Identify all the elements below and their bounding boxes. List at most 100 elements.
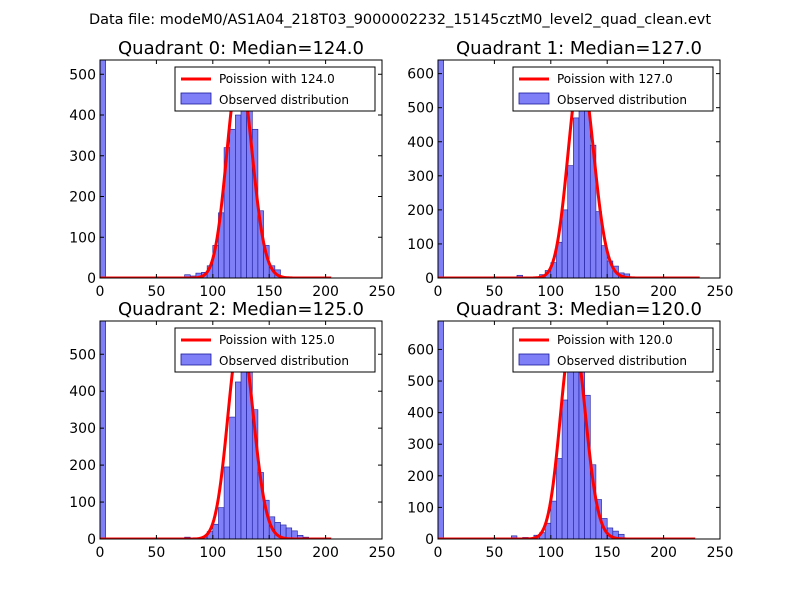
x-tick-label: 200 — [312, 545, 339, 561]
legend-bar-swatch — [518, 92, 550, 105]
x-tick-label: 200 — [650, 545, 677, 561]
y-tick-label: 100 — [407, 237, 434, 253]
legend-bar-swatch — [180, 353, 212, 366]
x-tick-label: 50 — [485, 284, 503, 300]
x-tick-label: 50 — [485, 545, 503, 561]
axes-frame — [99, 59, 383, 279]
x-tick-label: 150 — [256, 545, 283, 561]
x-tick-label: 250 — [369, 284, 396, 300]
y-tick-label: 400 — [407, 406, 434, 422]
x-tick-label: 200 — [312, 284, 339, 300]
histogram-bar — [567, 363, 574, 539]
x-tick-label: 0 — [434, 545, 443, 561]
x-tick-label: 100 — [537, 284, 564, 300]
x-tick-label: 100 — [537, 545, 564, 561]
x-tick-label: 150 — [594, 545, 621, 561]
x-tick-label: 100 — [199, 284, 226, 300]
x-tick-label: 150 — [594, 284, 621, 300]
histogram-bar — [218, 507, 225, 539]
histogram-bar — [212, 523, 219, 539]
quadrant-0-title: Quadrant 0: Median=124.0 — [118, 38, 364, 59]
quadrant-3-chart: 0 50 100 150 200 250 0 100 200 300 400 500 600 Quadra… — [407, 299, 733, 561]
x-tick-label: 0 — [434, 284, 443, 300]
y-tick-label: 200 — [69, 458, 96, 474]
quadrant-2-chart: 0 50 100 150 200 250 0 100 200 300 400 500 Quadrant … — [69, 299, 395, 561]
legend-entry-observed: Observed distribution — [219, 354, 349, 368]
poisson-fit-line — [438, 68, 701, 278]
x-tick-label: 50 — [147, 284, 165, 300]
histogram-bar — [561, 399, 569, 539]
histogram-bar — [235, 381, 242, 539]
quadrant-2-title: Quadrant 2: Median=125.0 — [118, 299, 364, 320]
axes-frame — [437, 59, 721, 279]
y-tick-label: 0 — [425, 532, 434, 548]
histogram-bar — [229, 416, 236, 539]
y-tick-label: 500 — [69, 67, 96, 83]
quadrant-1-chart: 0 50 100 150 200 250 0 100 200 300 400 500 600 Quadra… — [407, 38, 733, 300]
histogram-bar — [438, 321, 444, 539]
y-tick-label: 300 — [69, 421, 96, 437]
y-tick-label: 500 — [407, 101, 434, 117]
histogram-bar — [561, 209, 569, 278]
x-tick-label: 250 — [707, 284, 734, 300]
axes-frame — [99, 320, 383, 540]
legend: Poission with 120.0 Observed distribution — [512, 327, 714, 373]
x-tick-label: 150 — [256, 284, 283, 300]
histogram-bar — [240, 357, 247, 539]
axes-frame — [437, 320, 721, 540]
y-tick-label: 0 — [87, 532, 96, 548]
x-tick-label: 100 — [199, 545, 226, 561]
y-tick-label: 300 — [69, 149, 96, 165]
histogram-bar — [100, 321, 106, 539]
y-tick-label: 100 — [69, 495, 96, 511]
x-tick-label: 250 — [369, 545, 396, 561]
y-tick-label: 400 — [69, 108, 96, 124]
legend-bar-swatch — [518, 353, 550, 366]
histogram-bar — [240, 86, 247, 278]
x-tick-label: 0 — [96, 284, 105, 300]
quadrant-3-title: Quadrant 3: Median=120.0 — [456, 299, 702, 320]
quadrant-1-title: Quadrant 1: Median=127.0 — [456, 38, 702, 59]
legend-entry-fit: Poission with 124.0 — [219, 72, 335, 86]
histogram-bar — [438, 60, 444, 278]
histogram-bar — [550, 500, 557, 539]
x-tick-label: 200 — [650, 284, 677, 300]
y-tick-label: 400 — [407, 135, 434, 151]
histogram-bar — [556, 458, 563, 539]
legend-entry-observed: Observed distribution — [557, 93, 687, 107]
x-tick-label: 250 — [707, 545, 734, 561]
legend: Poission with 127.0 Observed distribution — [512, 66, 714, 112]
y-tick-label: 300 — [407, 169, 434, 185]
y-tick-label: 500 — [407, 374, 434, 390]
y-tick-label: 200 — [69, 190, 96, 206]
y-tick-label: 0 — [425, 271, 434, 287]
y-tick-label: 200 — [407, 469, 434, 485]
histogram-bar — [229, 128, 236, 278]
legend: Poission with 124.0 Observed distribution — [174, 66, 376, 112]
y-tick-label: 100 — [69, 230, 96, 246]
legend-entry-fit: Poission with 125.0 — [219, 333, 335, 347]
y-tick-label: 400 — [69, 384, 96, 400]
y-tick-label: 500 — [69, 347, 96, 363]
quadrant-0-chart: 0 50 100 150 200 250 0 100 200 300 400 500 Quadrant … — [69, 38, 395, 300]
histogram-bar — [100, 60, 106, 278]
legend-entry-observed: Observed distribution — [219, 93, 349, 107]
histogram-bar — [567, 165, 574, 278]
histogram-bar — [223, 466, 231, 539]
histogram-bar — [235, 114, 242, 278]
y-tick-label: 0 — [87, 271, 96, 287]
legend-bar-swatch — [180, 92, 212, 105]
histogram-bar — [595, 211, 602, 278]
histogram-bar — [291, 530, 298, 539]
y-tick-label: 100 — [407, 500, 434, 516]
y-tick-label: 600 — [407, 67, 434, 83]
x-tick-label: 0 — [96, 545, 105, 561]
histogram-bar — [573, 117, 580, 278]
legend-entry-fit: Poission with 127.0 — [557, 72, 673, 86]
legend-entry-observed: Observed distribution — [557, 354, 687, 368]
figure-suptitle: Data file: modeM0/AS1A04_218T03_90000022… — [89, 12, 711, 28]
y-tick-label: 600 — [407, 342, 434, 358]
y-tick-label: 200 — [407, 203, 434, 219]
histogram-bar — [584, 110, 591, 278]
